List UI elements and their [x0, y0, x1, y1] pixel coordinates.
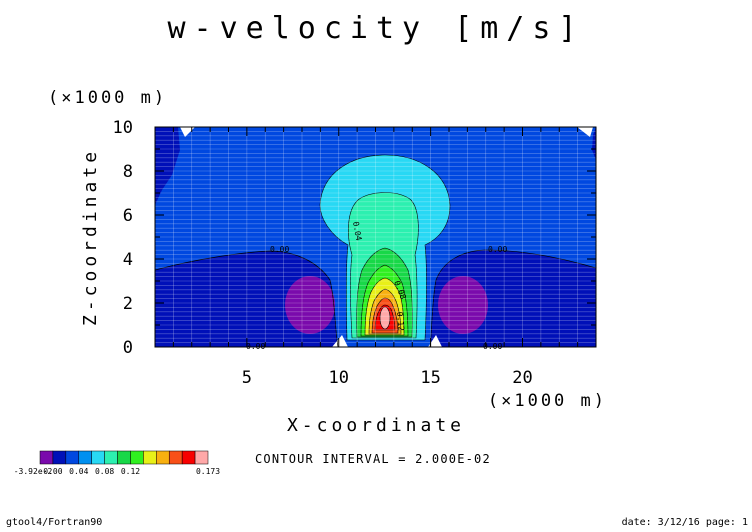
y-tick-labels: 0 2 4 6 8 10: [113, 118, 133, 358]
plot-frame: [154, 126, 597, 348]
zero-contour-left: [155, 250, 339, 347]
colorbar-tick-label: -3.92e-2: [14, 467, 53, 476]
contour-label-bottom-right-zero: 0.00: [483, 342, 502, 351]
zero-contour-right: [429, 249, 596, 347]
footer-software-label: gtool4/Fortran90: [6, 517, 103, 528]
plot-area: [155, 127, 596, 347]
x-tick-label: 15: [420, 368, 440, 388]
colorbar-swatch: [117, 450, 131, 465]
contour-label-012: 0.12: [395, 311, 406, 331]
x-tick-label: 5: [242, 368, 252, 388]
colorbar-swatch: [104, 450, 118, 465]
top-right-corner-region: [592, 127, 596, 160]
colorbar-swatch: [143, 450, 157, 465]
y-axis-label: Z-coordinate: [80, 148, 101, 326]
left-downdraft-minimum: [285, 276, 335, 334]
colorbar-swatch: [65, 450, 80, 465]
y-tick-label: 8: [123, 162, 133, 182]
y-tick-label: 2: [123, 294, 133, 314]
colorbar-swatch: [78, 450, 92, 465]
x-axis-unit: (×1000 m): [488, 391, 607, 411]
x-axis-label: X-coordinate: [287, 415, 465, 436]
x-tick-labels: 5 10 15 20: [242, 368, 533, 388]
chart-title: w-velocity [m/s]: [168, 11, 585, 46]
x-tick-label: 20: [512, 368, 532, 388]
colorbar-tick-label: 0.08: [95, 467, 114, 476]
y-tick-label: 10: [113, 118, 133, 138]
grid-lines: [155, 127, 596, 347]
colorbar-tick-label: 0.00: [43, 467, 62, 476]
updraft-core-maximum: [379, 306, 391, 330]
y-tick-label: 0: [123, 338, 133, 358]
colorbar-swatch: [156, 450, 170, 465]
x-tick-label: 10: [329, 368, 349, 388]
colorbar-swatch: [194, 450, 209, 465]
colorbar-swatch: [181, 450, 196, 465]
colorbar-tick-label: 0.12: [121, 467, 140, 476]
contour-label-left-zero: 0.00: [270, 245, 289, 254]
colorbar-labels: -3.92e-20.00 0.04 0.08 0.12 0.173: [14, 467, 220, 476]
axis-ticks: [155, 127, 596, 347]
right-downdraft-minimum: [438, 276, 488, 334]
y-tick-label: 4: [123, 250, 133, 270]
colorbar-swatch: [39, 450, 54, 465]
contour-label-bottom-left-zero: 0.00: [246, 342, 265, 351]
colorbar-swatch: [52, 450, 67, 465]
top-left-corner-region: [155, 127, 180, 205]
right-white-notch: [577, 127, 593, 137]
colorbar: [39, 450, 209, 465]
colorbar-swatch: [91, 450, 105, 465]
bottom-white-notch-left: [332, 335, 348, 347]
colorbar-swatch: [130, 450, 144, 465]
contour-interval-note: CONTOUR INTERVAL = 2.000E-02: [255, 452, 491, 466]
contour-label-004: 0.04: [351, 221, 363, 242]
footer-date-page: date: 3/12/16 page: 1: [621, 517, 748, 528]
colorbar-tick-label: 0.04: [69, 467, 88, 476]
bottom-white-notch-right: [428, 335, 442, 347]
y-tick-label: 6: [123, 206, 133, 226]
colorbar-swatch: [168, 450, 183, 465]
contour-label-right-zero: 0.00: [488, 245, 507, 254]
colorbar-tick-label: 0.173: [196, 467, 220, 476]
y-axis-unit: (×1000 m): [48, 88, 167, 108]
